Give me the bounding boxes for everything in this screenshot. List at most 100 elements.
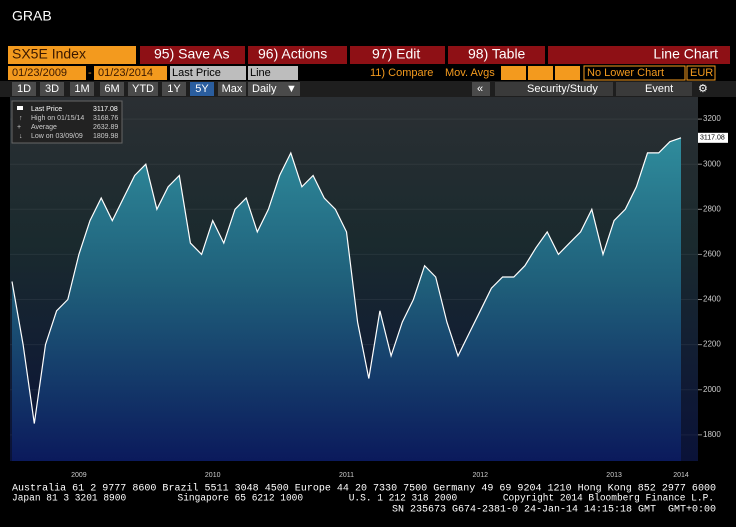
mov-avgs[interactable]: Mov. Avgs [445, 67, 495, 79]
frequency[interactable]: Daily [252, 83, 277, 95]
settings-bar: 01/23/2009 - 01/23/2014 Last Price Line … [8, 65, 716, 81]
period-button[interactable] [40, 82, 64, 96]
y-tick-label: 1800 [703, 430, 721, 439]
field[interactable]: Last Price [172, 67, 221, 79]
frequency-dropdown[interactable] [248, 82, 300, 96]
legend: Last Price 3117.08 ↑ High on 01/15/14 31… [11, 100, 123, 144]
lower-chart-dropdown[interactable] [583, 65, 686, 81]
window-title: GRAB [12, 8, 52, 24]
security-box[interactable] [8, 46, 136, 64]
y-tick-label: 2400 [703, 295, 721, 304]
menu-button[interactable] [448, 46, 545, 64]
input-box[interactable] [528, 66, 553, 80]
study[interactable]: Security/Study [527, 83, 598, 95]
legend-value: 3168.76 [93, 115, 118, 122]
footer: Australia 61 2 9777 8600 Brazil 5511 304… [12, 483, 716, 516]
menu-button[interactable] [248, 46, 347, 64]
style-dropdown[interactable] [248, 66, 298, 80]
collapse-button[interactable] [472, 82, 490, 96]
period-button[interactable] [162, 82, 186, 96]
period-bar: Daily ▼ « Security/Study Event ⚙ 1D 3D 1M 6… [0, 81, 736, 97]
period-button[interactable] [70, 82, 94, 96]
lower-chart[interactable]: No Lower Chart [587, 67, 664, 79]
period[interactable]: 1M [74, 83, 89, 95]
footer-line: Australia 61 2 9777 8600 Brazil 5511 304… [12, 483, 716, 495]
y-tick-label: 2000 [703, 385, 721, 394]
start-date[interactable]: 01/23/2009 [12, 67, 67, 79]
event-button[interactable] [616, 82, 692, 96]
security[interactable]: SX5E Index [12, 46, 86, 62]
view-name: Line Chart [653, 46, 718, 62]
legend-icon: ↑ [19, 115, 23, 122]
legend-label: Average [31, 124, 57, 131]
menu-button[interactable] [350, 46, 445, 64]
last-price-tag [698, 132, 728, 143]
period[interactable]: YTD [132, 83, 154, 95]
end-date[interactable]: 01/23/2014 [98, 67, 153, 79]
view-bar [548, 46, 730, 64]
legend-label: Last Price [31, 106, 62, 113]
period[interactable]: Max [222, 83, 243, 95]
period[interactable]: 6M [104, 83, 119, 95]
menu-item[interactable]: 98) Table [468, 46, 526, 62]
input-box[interactable] [501, 66, 526, 80]
field-dropdown[interactable] [170, 66, 246, 80]
legend-label: High on 01/15/14 [31, 115, 84, 122]
period-button[interactable] [218, 82, 246, 96]
chart: 1800 2000 2200 2400 2600 2800 3000 3200 2009 2010… [10, 114, 728, 479]
x-tick-label: 2009 [71, 472, 87, 479]
legend-swatch [17, 106, 23, 110]
menu-item[interactable]: 95) Save As [154, 46, 230, 62]
menu-bar: 95) Save As 96) Actions 97) Edit 98) Tab… [140, 46, 730, 64]
x-tick-label: 2010 [205, 472, 221, 479]
legend-value: 3117.08 [93, 106, 118, 113]
period-button[interactable] [12, 82, 36, 96]
period-button[interactable] [100, 82, 124, 96]
style[interactable]: Line [250, 67, 271, 79]
footer-line: Japan 81 3 3201 8900 Singapore 65 6212 1… [12, 493, 714, 505]
footer-line: SN 235673 G674-2381-0 24-Jan-14 14:15:18… [392, 505, 716, 516]
area [12, 137, 681, 462]
x-tick-label: 2011 [339, 472, 354, 479]
event[interactable]: Event [645, 83, 673, 95]
period-button[interactable] [190, 82, 214, 96]
x-tick-label: 2012 [473, 472, 489, 479]
date-box[interactable] [8, 66, 86, 80]
input-box[interactable] [555, 66, 580, 80]
currency-dropdown[interactable] [686, 65, 716, 81]
compare[interactable]: 11) Compare [370, 67, 433, 79]
menu-item[interactable]: 96) Actions [258, 46, 327, 62]
menu-button[interactable] [140, 46, 245, 64]
settings-icon[interactable]: ⚙ [698, 83, 708, 95]
y-tick-label: 2600 [703, 250, 721, 259]
period[interactable]: 3D [45, 83, 59, 95]
y-tick-label: 2200 [703, 340, 721, 349]
legend-value: 1809.98 [93, 133, 118, 140]
legend-value: 2632.89 [93, 124, 118, 131]
legend-icon: + [17, 124, 21, 131]
period[interactable]: 1Y [167, 83, 181, 95]
currency[interactable]: EUR [690, 67, 713, 79]
last-price: 3117.08 [700, 135, 725, 142]
collapse[interactable]: « [477, 83, 483, 95]
line [11, 137, 682, 424]
y-tick-label: 3000 [703, 159, 721, 168]
x-tick-label: 2013 [606, 472, 622, 479]
date-box[interactable] [94, 66, 167, 80]
date-separator: - [88, 67, 92, 79]
legend-label: Low on 03/09/09 [31, 133, 83, 140]
period[interactable]: 5Y [195, 83, 209, 95]
study-button[interactable] [495, 82, 613, 96]
y-axis-area [698, 97, 736, 461]
y-tick-label: 3200 [703, 114, 721, 123]
period-button[interactable] [128, 82, 158, 96]
period[interactable]: 1D [17, 83, 31, 95]
x-tick-label: 2014 [673, 472, 689, 479]
legend-box [11, 100, 123, 144]
y-tick-label: 2800 [703, 204, 721, 213]
dropdown-arrow[interactable]: ▼ [286, 83, 297, 95]
legend-icon: ↓ [19, 133, 23, 140]
menu-item[interactable]: 97) Edit [372, 46, 420, 62]
